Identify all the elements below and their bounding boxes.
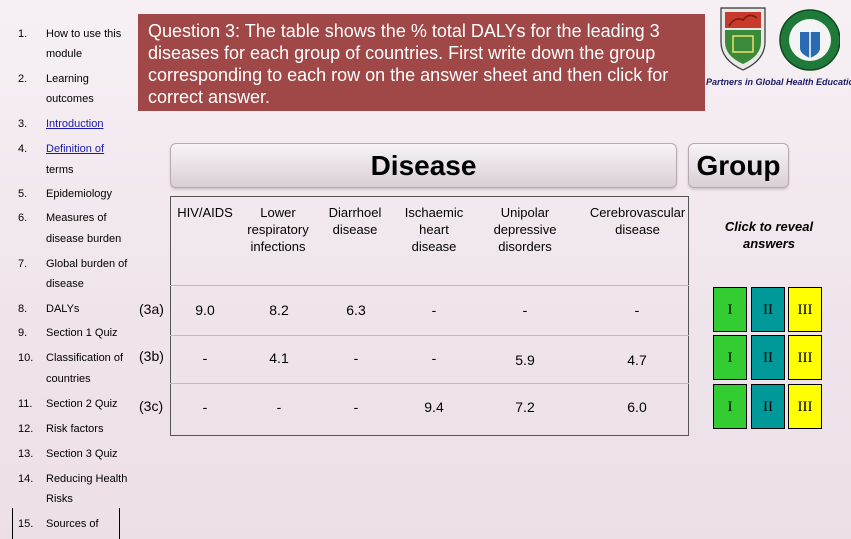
column-header-hiv-aids: HIV/AIDS — [177, 205, 233, 220]
column-header-ischaemic: Ischaemic heart disease — [404, 205, 464, 254]
table-divider — [170, 335, 689, 336]
group-ii-button-3a[interactable]: II — [751, 287, 785, 332]
table-cell: - — [522, 302, 528, 318]
group-header: Group — [688, 143, 789, 188]
sidebar-border — [12, 508, 120, 539]
table-cell: - — [634, 302, 640, 318]
table-cell: 8.2 — [269, 302, 289, 318]
click-to-reveal-label: Click to reveal answers — [724, 219, 814, 251]
table-cell: 5.9 — [515, 352, 535, 368]
table-cell: - — [431, 350, 437, 366]
row-label-3b: (3b) — [139, 348, 164, 364]
table-divider — [170, 285, 689, 286]
partners-caption: Partners in Global Health Education — [706, 77, 851, 87]
group-iii-button-3c[interactable]: III — [788, 384, 822, 429]
table-cell: - — [353, 399, 359, 415]
table-cell: 7.2 — [515, 399, 535, 415]
table-cell: 6.0 — [627, 399, 647, 415]
table-cell: 4.1 — [269, 350, 289, 366]
group-ii-button-3b[interactable]: II — [751, 335, 785, 380]
row-label-3c: (3c) — [139, 398, 164, 414]
group-i-button-3a[interactable]: I — [713, 287, 747, 332]
group-i-button-3b[interactable]: I — [713, 335, 747, 380]
table-cell: - — [353, 350, 359, 366]
question-text: Question 3: The table shows the % total … — [148, 21, 669, 107]
group-iii-button-3b[interactable]: III — [788, 335, 822, 380]
group-i-button-3c[interactable]: I — [713, 384, 747, 429]
question-banner: Question 3: The table shows the % total … — [138, 14, 705, 111]
table-cell: 9.0 — [195, 302, 215, 318]
college-logo — [715, 2, 841, 79]
column-header-cerebrovascular: Cerebrovascular disease — [589, 205, 686, 237]
group-iii-button-3a[interactable]: III — [788, 287, 822, 332]
row-label-3a: (3a) — [139, 301, 164, 317]
disease-header: Disease — [170, 143, 677, 188]
column-header-diarrhoel: Diarrhoel disease — [328, 205, 382, 237]
table-cell: - — [276, 399, 282, 415]
table-cell: 9.4 — [424, 399, 444, 415]
dalys-table — [170, 196, 689, 436]
table-cell: - — [202, 399, 208, 415]
table-cell: - — [431, 302, 437, 318]
column-header-unipolar: Unipolar depressive disorders — [493, 205, 557, 254]
column-header-lower-respiratory: Lower respiratory infections — [247, 205, 309, 254]
table-cell: 6.3 — [346, 302, 366, 318]
table-cell: 4.7 — [627, 352, 647, 368]
sidebar-nav: 1. How to use this module 2. Learning ou… — [0, 0, 138, 539]
table-divider — [170, 383, 689, 384]
table-cell: - — [202, 350, 208, 366]
group-ii-button-3c[interactable]: II — [751, 384, 785, 429]
